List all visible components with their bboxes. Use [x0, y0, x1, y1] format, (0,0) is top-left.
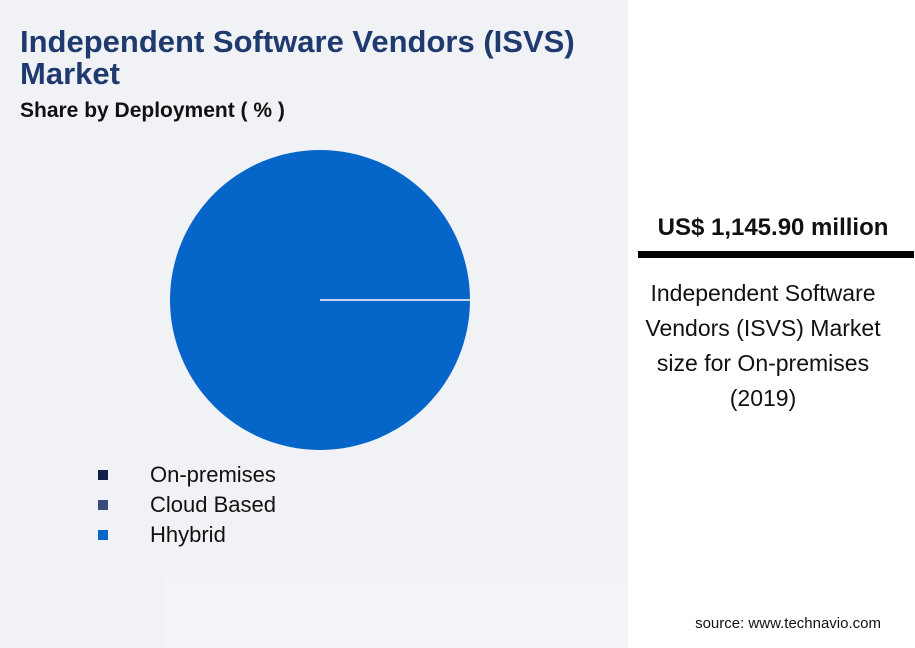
market-size-caption: Independent Software Vendors (ISVS) Mark… — [645, 280, 881, 411]
chart-subtitle: Share by Deployment ( % ) — [20, 99, 285, 122]
source-note: source: www.technavio.com — [695, 615, 881, 632]
legend-label: Cloud Based — [150, 492, 276, 517]
legend-swatch — [98, 470, 108, 480]
legend-item-on-premises: On-premises — [98, 460, 276, 490]
legend-swatch — [98, 530, 108, 540]
value-divider — [638, 251, 914, 258]
chart-title: Independent Software Vendors (ISVS) Mark… — [20, 24, 575, 91]
market-size-value: US$ 1,145.90 million — [657, 214, 889, 241]
legend-label: On-premises — [150, 462, 276, 487]
legend-item-cloud-based: Cloud Based — [98, 490, 276, 520]
legend-label: Hhybrid — [150, 522, 226, 547]
pie-chart — [170, 150, 470, 450]
legend-swatch — [98, 500, 108, 510]
panel-strip — [0, 578, 165, 648]
summary-panel — [628, 0, 915, 648]
chart-legend: On-premises Cloud Based Hhybrid — [98, 460, 276, 550]
legend-item-hhybrid: Hhybrid — [98, 520, 276, 550]
